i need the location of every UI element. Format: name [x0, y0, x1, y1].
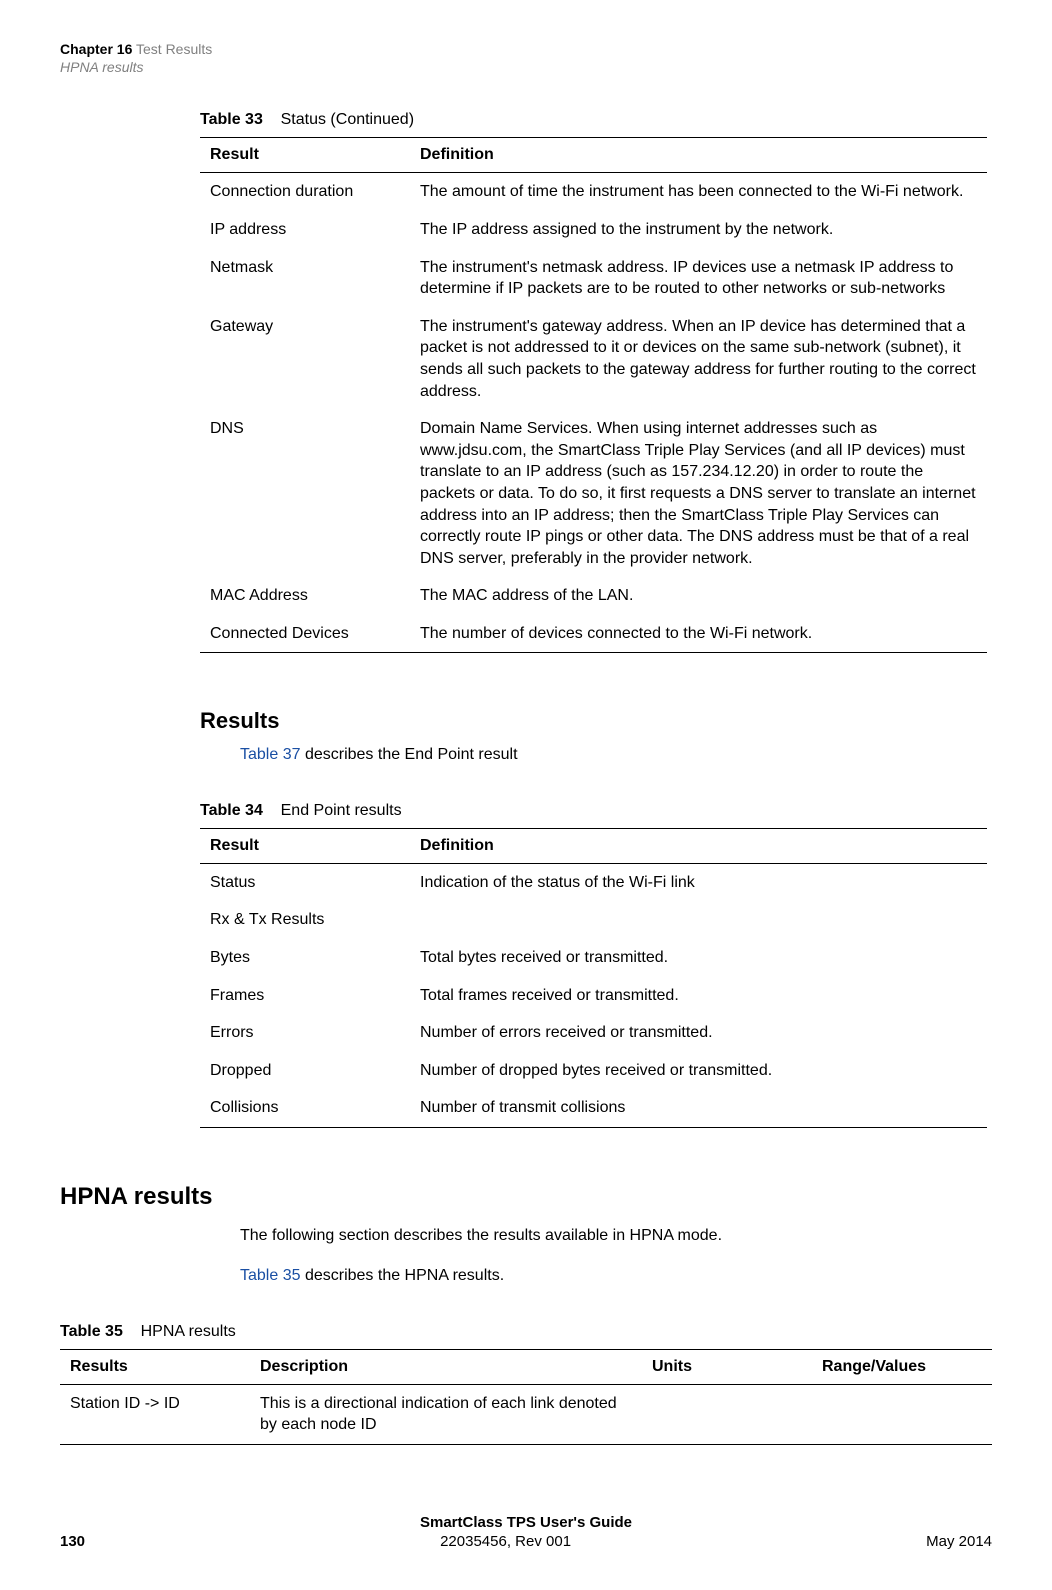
table34-num: Table 34	[200, 802, 263, 819]
hpna-heading: HPNA results	[60, 1183, 992, 1211]
cell-definition: The instrument's gateway address. When a…	[410, 308, 987, 410]
hpna-intro1: The following section describes the resu…	[240, 1225, 992, 1247]
results-intro: Table 37 describes the End Point result	[240, 744, 992, 766]
table-row: MAC Address The MAC address of the LAN.	[200, 577, 987, 615]
cell-result: Errors	[200, 1014, 410, 1052]
table33-num: Table 33	[200, 111, 263, 128]
table-row: Errors Number of errors received or tran…	[200, 1014, 987, 1052]
page: Chapter 16 Test Results HPNA results Tab…	[0, 0, 1052, 1590]
cell-results: Station ID -> ID	[60, 1384, 250, 1444]
table33-col-result: Result	[200, 138, 410, 173]
table35-caption: Table 35 HPNA results	[60, 1323, 992, 1341]
table35-col-results: Results	[60, 1349, 250, 1384]
cell-result: Gateway	[200, 308, 410, 410]
table-row: Rx & Tx Results	[200, 901, 987, 939]
hpna-intro2: Table 35 describes the HPNA results.	[240, 1265, 992, 1287]
table34-col-result: Result	[200, 828, 410, 863]
cell-result: Frames	[200, 977, 410, 1015]
cell-definition: The amount of time the instrument has be…	[410, 173, 987, 211]
cell-result: Netmask	[200, 249, 410, 308]
cell-definition: The MAC address of the LAN.	[410, 577, 987, 615]
cell-result: DNS	[200, 410, 410, 577]
table35: Results Description Units Range/Values S…	[60, 1349, 992, 1445]
footer-title: SmartClass TPS User's Guide	[60, 1514, 992, 1531]
cell-result: IP address	[200, 211, 410, 249]
cell-result: Rx & Tx Results	[200, 901, 410, 939]
table33-text: Status (Continued)	[281, 111, 414, 128]
cell-result: Connection duration	[200, 173, 410, 211]
cell-definition: The number of devices connected to the W…	[410, 615, 987, 653]
table35-header-row: Results Description Units Range/Values	[60, 1349, 992, 1384]
header-subtitle: HPNA results	[60, 59, 144, 75]
results-heading: Results	[200, 708, 992, 734]
cell-units	[642, 1384, 812, 1444]
footer-doc-id: 22035456, Rev 001	[85, 1533, 926, 1550]
table35-link[interactable]: Table 35	[240, 1267, 301, 1284]
table33-col-definition: Definition	[410, 138, 987, 173]
cell-result: Dropped	[200, 1052, 410, 1090]
table-row: IP address The IP address assigned to th…	[200, 211, 987, 249]
table33: Result Definition Connection duration Th…	[200, 137, 987, 653]
table35-col-units: Units	[642, 1349, 812, 1384]
table34: Result Definition Status Indication of t…	[200, 828, 987, 1128]
table-row: DNS Domain Name Services. When using int…	[200, 410, 987, 577]
cell-result: MAC Address	[200, 577, 410, 615]
table33-header-row: Result Definition	[200, 138, 987, 173]
table35-col-range: Range/Values	[812, 1349, 992, 1384]
table-row: Connected Devices The number of devices …	[200, 615, 987, 653]
header-subtitle-line: HPNA results	[60, 58, 992, 76]
table35-num: Table 35	[60, 1323, 123, 1340]
table34-block: Table 34 End Point results Result Defini…	[200, 802, 987, 1128]
cell-definition: The IP address assigned to the instrumen…	[410, 211, 987, 249]
table35-text: HPNA results	[141, 1323, 236, 1340]
footer-page-num: 130	[60, 1533, 85, 1550]
table35-block: Table 35 HPNA results Results Descriptio…	[60, 1323, 992, 1445]
table-row: Status Indication of the status of the W…	[200, 863, 987, 901]
table33-block: Table 33 Status (Continued) Result Defin…	[200, 111, 987, 653]
cell-definition	[410, 901, 987, 939]
page-footer: SmartClass TPS User's Guide 130 22035456…	[60, 1514, 992, 1550]
table-row: Dropped Number of dropped bytes received…	[200, 1052, 987, 1090]
cell-range	[812, 1384, 992, 1444]
table-row: Frames Total frames received or transmit…	[200, 977, 987, 1015]
footer-date: May 2014	[926, 1533, 992, 1550]
table-row: Gateway The instrument's gateway address…	[200, 308, 987, 410]
table37-link[interactable]: Table 37	[240, 746, 301, 763]
page-header: Chapter 16 Test Results HPNA results	[60, 40, 992, 76]
table-row: Bytes Total bytes received or transmitte…	[200, 939, 987, 977]
cell-result: Bytes	[200, 939, 410, 977]
results-intro-rest: describes the End Point result	[301, 746, 518, 763]
table-row: Netmask The instrument's netmask address…	[200, 249, 987, 308]
cell-definition: Number of transmit collisions	[410, 1089, 987, 1127]
table35-col-description: Description	[250, 1349, 642, 1384]
cell-definition: Total bytes received or transmitted.	[410, 939, 987, 977]
cell-result: Collisions	[200, 1089, 410, 1127]
table34-header-row: Result Definition	[200, 828, 987, 863]
cell-description: This is a directional indication of each…	[250, 1384, 642, 1444]
header-line-1: Chapter 16 Test Results	[60, 40, 992, 58]
cell-definition: Domain Name Services. When using interne…	[410, 410, 987, 577]
table33-caption: Table 33 Status (Continued)	[200, 111, 987, 129]
cell-result: Status	[200, 863, 410, 901]
cell-result: Connected Devices	[200, 615, 410, 653]
chapter-title: Test Results	[136, 41, 212, 57]
cell-definition: The instrument's netmask address. IP dev…	[410, 249, 987, 308]
cell-definition: Number of errors received or transmitted…	[410, 1014, 987, 1052]
chapter-label: Chapter 16	[60, 41, 132, 57]
cell-definition: Indication of the status of the Wi-Fi li…	[410, 863, 987, 901]
cell-definition: Total frames received or transmitted.	[410, 977, 987, 1015]
table-row: Connection duration The amount of time t…	[200, 173, 987, 211]
hpna-intro2-rest: describes the HPNA results.	[301, 1267, 505, 1284]
cell-definition: Number of dropped bytes received or tran…	[410, 1052, 987, 1090]
table34-col-definition: Definition	[410, 828, 987, 863]
table-row: Station ID -> ID This is a directional i…	[60, 1384, 992, 1444]
footer-row: 130 22035456, Rev 001 May 2014	[60, 1533, 992, 1550]
table34-caption: Table 34 End Point results	[200, 802, 987, 820]
table34-text: End Point results	[281, 802, 402, 819]
table-row: Collisions Number of transmit collisions	[200, 1089, 987, 1127]
